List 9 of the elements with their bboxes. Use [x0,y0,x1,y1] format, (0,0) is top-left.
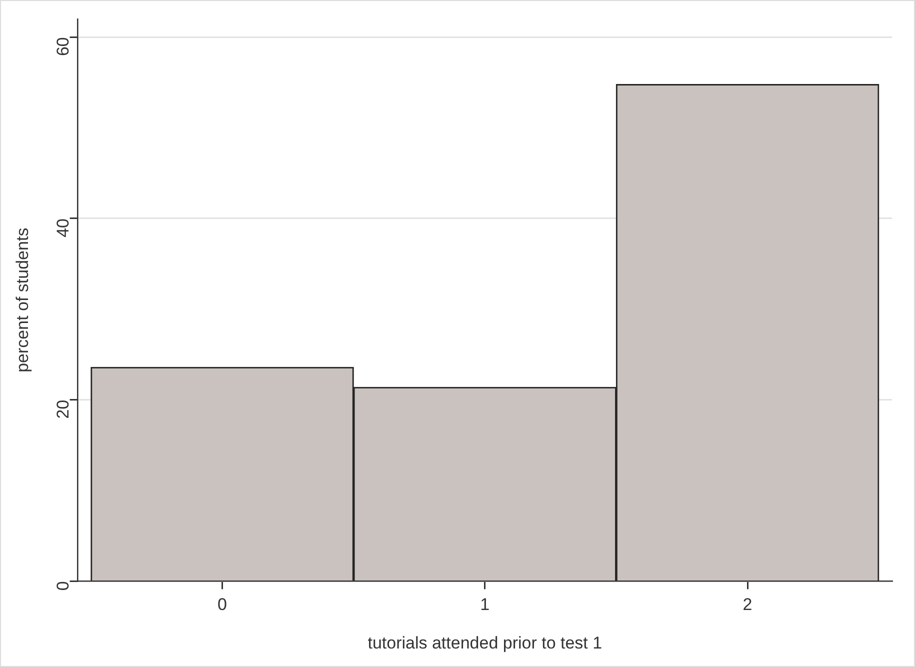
y-tick-label: 60 [53,37,72,56]
x-tick-label: 2 [742,595,752,614]
y-tick-label: 0 [53,581,72,591]
y-tick-label: 40 [53,218,72,238]
x-axis-title: tutorials attended prior to test 1 [368,633,602,652]
x-tick-label: 1 [480,595,490,614]
y-tick-label: 20 [53,400,72,419]
y-axis-title: percent of students [12,228,32,372]
x-tick-label: 0 [218,595,227,614]
